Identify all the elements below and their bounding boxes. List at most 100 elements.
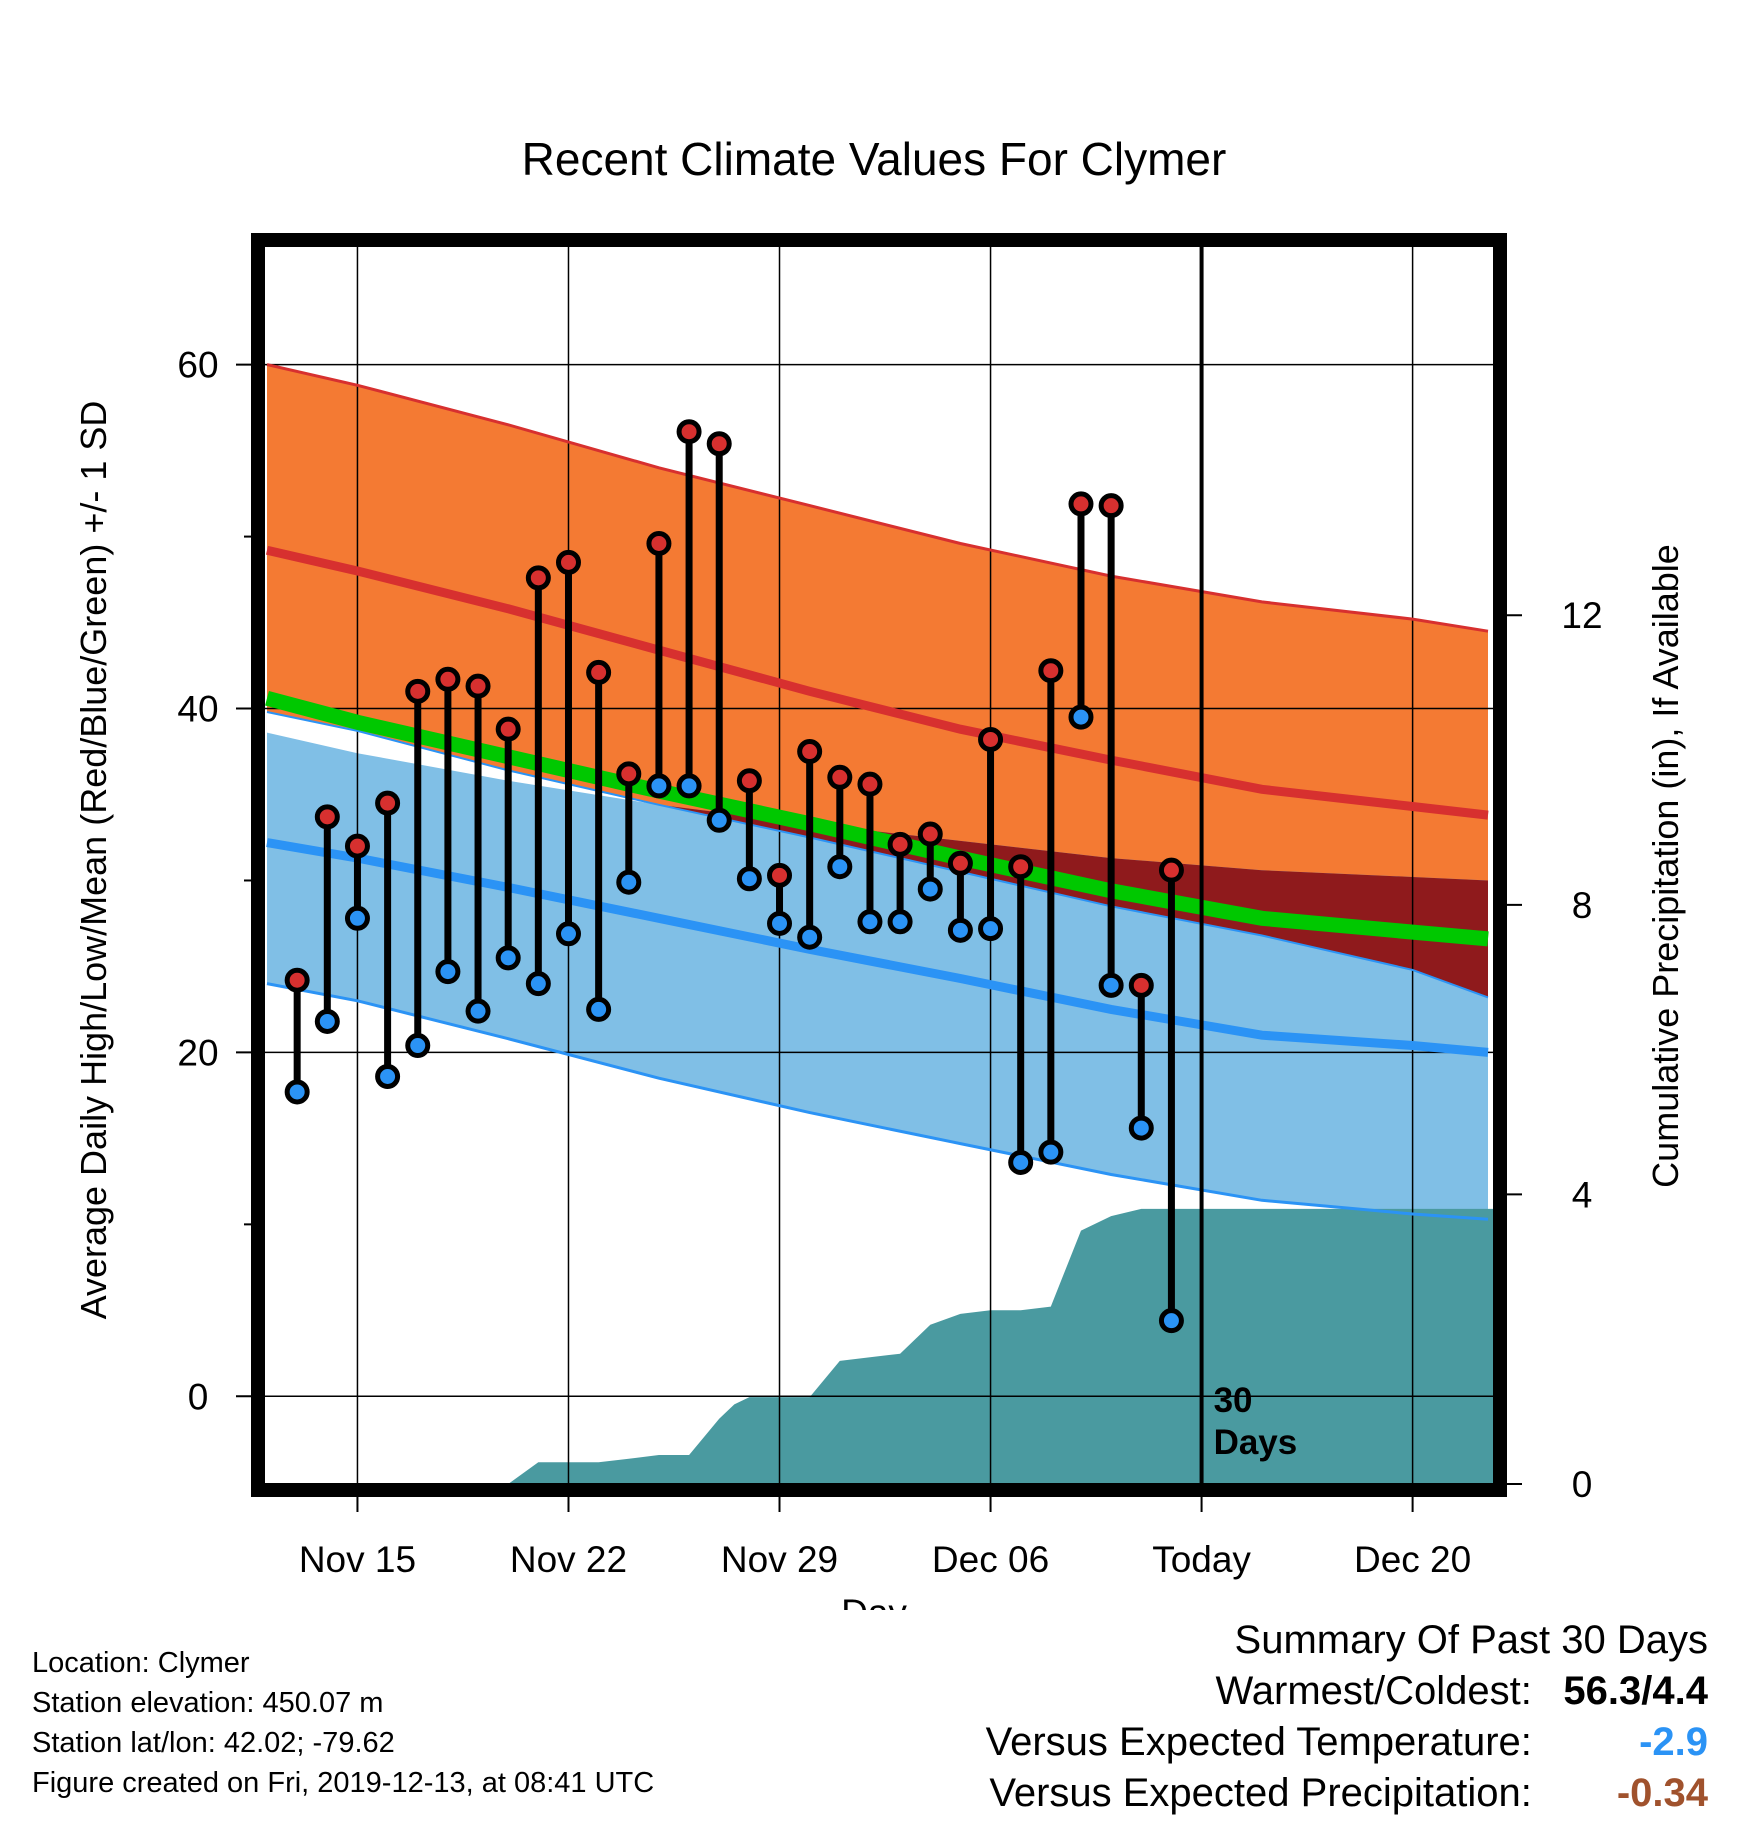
low-point xyxy=(375,1063,401,1089)
axes: Nov 15 Nov 22 Nov 29 Dec 06 Today Dec 2002040… xyxy=(177,345,1602,1580)
high-point xyxy=(435,666,461,692)
low-point xyxy=(495,945,521,971)
high-point xyxy=(284,967,310,993)
low-point xyxy=(1008,1149,1034,1175)
x-tick-label: Nov 29 xyxy=(721,1539,838,1580)
low-normal-line xyxy=(266,838,1489,1057)
high-point xyxy=(555,549,581,575)
x-tick-label: Dec 20 xyxy=(1354,1539,1471,1580)
high-point xyxy=(344,833,370,859)
low-point xyxy=(767,910,793,936)
y-tick-label: 40 xyxy=(177,689,218,730)
high-point xyxy=(887,831,913,857)
high-plus-sd-line xyxy=(266,363,1489,633)
observations xyxy=(284,419,1184,1334)
low-point xyxy=(1158,1308,1184,1334)
summary-panel: Summary Of Past 30 Days Warmest/Coldest:… xyxy=(986,1615,1708,1819)
y-right-tick-label: 8 xyxy=(1572,885,1593,926)
precipitation-area xyxy=(264,1208,1494,1484)
temp-anomaly-label: Versus Expected Temperature: xyxy=(985,1720,1532,1764)
high-point xyxy=(1098,493,1124,519)
high-point xyxy=(706,431,732,457)
y-axis-label-right: Cumulative Precipitation (in), If Availa… xyxy=(1645,544,1686,1188)
high-point xyxy=(1128,972,1154,998)
today-days-word: Days xyxy=(1214,1423,1298,1462)
low-point xyxy=(1068,704,1094,730)
low-sd-band xyxy=(267,732,1488,1220)
low-point xyxy=(586,996,612,1022)
high-point xyxy=(676,419,702,445)
low-point xyxy=(1128,1115,1154,1141)
low-point xyxy=(646,773,672,799)
elevation-text: Station elevation: 450.07 m xyxy=(32,1687,384,1719)
plot-frame xyxy=(251,233,1507,1497)
high-point xyxy=(736,768,762,794)
high-point xyxy=(947,850,973,876)
low-point xyxy=(1038,1139,1064,1165)
low-minus-sd-line xyxy=(266,982,1489,1221)
high-point xyxy=(465,673,491,699)
low-point xyxy=(736,866,762,892)
low-point xyxy=(797,924,823,950)
high-point xyxy=(586,659,612,685)
y-axis-label: Average Daily High/Low/Mean (Red/Blue/Gr… xyxy=(73,401,114,1320)
y-tick-label: 20 xyxy=(177,1032,218,1073)
low-point xyxy=(887,909,913,935)
low-point xyxy=(525,971,551,997)
low-point xyxy=(284,1079,310,1105)
high-sd-band xyxy=(267,364,1488,998)
high-point xyxy=(495,716,521,742)
normal-lines xyxy=(265,363,1489,1221)
low-point xyxy=(706,807,732,833)
station-info: Location: Clymer Station elevation: 450.… xyxy=(32,1643,654,1803)
created-text: Figure created on Fri, 2019-12-13, at 08… xyxy=(32,1767,655,1799)
high-point xyxy=(1038,658,1064,684)
temp-anomaly-value: -2.9 xyxy=(1639,1720,1708,1764)
summary-title: Summary Of Past 30 Days xyxy=(1234,1618,1708,1662)
high-point xyxy=(857,771,883,797)
low-point xyxy=(947,917,973,943)
low-point xyxy=(827,854,853,880)
mean-normal-line xyxy=(265,690,1489,947)
high-point xyxy=(616,761,642,787)
low-point xyxy=(405,1033,431,1059)
precip-anomaly-label: Versus Expected Precipitation: xyxy=(989,1771,1532,1815)
today-days-number: 30 xyxy=(1214,1381,1253,1420)
high-point xyxy=(827,764,853,790)
x-tick-label: Today xyxy=(1152,1539,1251,1580)
latlon-text: Station lat/lon: 42.02; -79.62 xyxy=(32,1727,395,1759)
y-right-tick-label: 12 xyxy=(1561,595,1602,636)
high-point xyxy=(1158,857,1184,883)
temp-anomaly-row: Versus Expected Temperature: -2.9 xyxy=(986,1717,1708,1768)
y-tick-label: 0 xyxy=(188,1376,209,1417)
low-point xyxy=(555,921,581,947)
high-normal-line xyxy=(265,545,1489,820)
plot-border xyxy=(251,233,1507,1497)
low-point xyxy=(314,1008,340,1034)
high-point xyxy=(797,739,823,765)
y-tick-label: 60 xyxy=(177,345,218,386)
low-point xyxy=(435,959,461,985)
high-point xyxy=(314,804,340,830)
low-point xyxy=(676,773,702,799)
high-point xyxy=(375,790,401,816)
low-point xyxy=(857,909,883,935)
high-point xyxy=(525,565,551,591)
high-point xyxy=(917,821,943,847)
y-right-tick-label: 0 xyxy=(1572,1464,1593,1505)
normal-bands xyxy=(267,364,1488,1220)
x-axis-label: Day xyxy=(841,1592,907,1610)
chart-title: Recent Climate Values For Clymer xyxy=(522,133,1227,185)
precip-anomaly-row: Versus Expected Precipitation: -0.34 xyxy=(986,1768,1708,1819)
low-point xyxy=(1098,972,1124,998)
x-tick-label: Nov 15 xyxy=(299,1539,416,1580)
climate-chart: Recent Climate Values For Clymer 30Days … xyxy=(73,133,1686,1610)
warmest-coldest-row: Warmest/Coldest: 56.3/4.4 xyxy=(986,1666,1709,1717)
high-point xyxy=(646,530,672,556)
high-point xyxy=(405,678,431,704)
low-point xyxy=(978,916,1004,942)
precip-anomaly-value: -0.34 xyxy=(1616,1771,1708,1815)
high-minus-sd-edge xyxy=(266,711,1489,999)
precip-fill xyxy=(264,1208,1494,1484)
